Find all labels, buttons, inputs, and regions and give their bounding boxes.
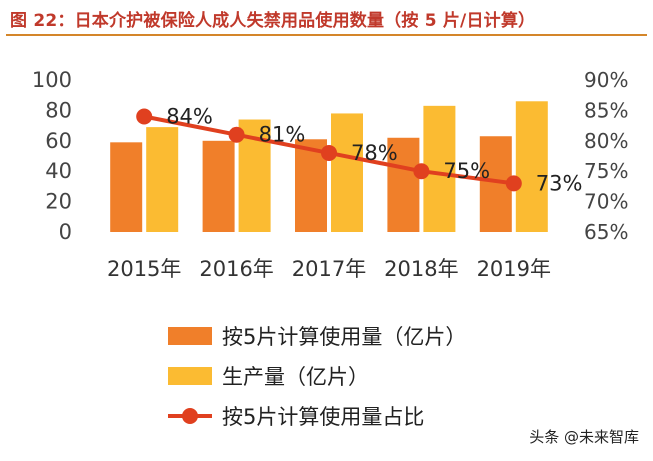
ratio-point [136,108,153,125]
bar-usage [110,142,143,232]
legend-label-ratio: 按5片计算使用量占比 [222,405,425,429]
y-left-tick-label: 60 [45,129,72,153]
y-right-tick-label: 85% [584,98,628,122]
y-right-tick-label: 75% [584,159,628,183]
legend-swatch-usage [168,327,212,345]
legend-swatch-production [168,367,212,385]
ratio-data-label: 84% [166,104,213,128]
watermark: 头条 @未来智库 [529,428,639,446]
y-right-tick-label: 70% [584,190,628,214]
x-tick-label: 2019年 [477,257,551,281]
chart-title: 图 22：日本介护被保险人成人失禁用品使用数量（按 5 片/日计算） [10,11,536,31]
x-tick-label: 2017年 [292,257,366,281]
ratio-data-label: 75% [443,159,490,183]
ratio-point [413,163,430,180]
legend-item-ratio: 按5片计算使用量占比 [168,396,466,436]
legend-swatch-ratio [168,407,212,425]
y-left-tick-label: 100 [32,68,72,92]
legend-item-usage: 按5片计算使用量（亿片） [168,316,466,356]
y-left-tick-label: 40 [45,159,72,183]
ratio-point [321,144,337,161]
y-left-tick-label: 80 [45,98,72,122]
ratio-point [505,175,522,192]
y-right-tick-label: 80% [584,129,628,153]
x-tick-label: 2018年 [384,257,458,281]
legend-label-usage: 按5片计算使用量（亿片） [222,325,467,349]
ratio-data-label: 73% [536,171,583,195]
bar-usage [202,140,235,232]
x-tick-label: 2016年 [199,257,273,281]
bar-production [146,127,179,232]
bar-usage [387,137,420,232]
y-left-tick-label: 20 [45,190,72,214]
y-right-tick-label: 65% [584,220,628,244]
title-divider [6,34,647,36]
legend-item-production: 生产量（亿片） [168,356,466,396]
legend-label-production: 生产量（亿片） [222,365,369,389]
x-tick-label: 2015年 [107,257,181,281]
y-right-tick-label: 90% [584,68,628,92]
y-left-tick-label: 0 [59,220,72,244]
ratio-point [228,126,245,143]
ratio-data-label: 78% [351,141,398,165]
combo-chart: 0 20 40 60 80 100 65% 70% 75% 80% 85% 90% 2015年 2016年… [32,68,629,281]
bar-production [515,101,548,232]
chart-legend: 按5片计算使用量（亿片） 生产量（亿片） 按5片计算使用量占比 [168,316,466,436]
bar-production [331,113,363,232]
ratio-data-label: 81% [259,123,306,147]
